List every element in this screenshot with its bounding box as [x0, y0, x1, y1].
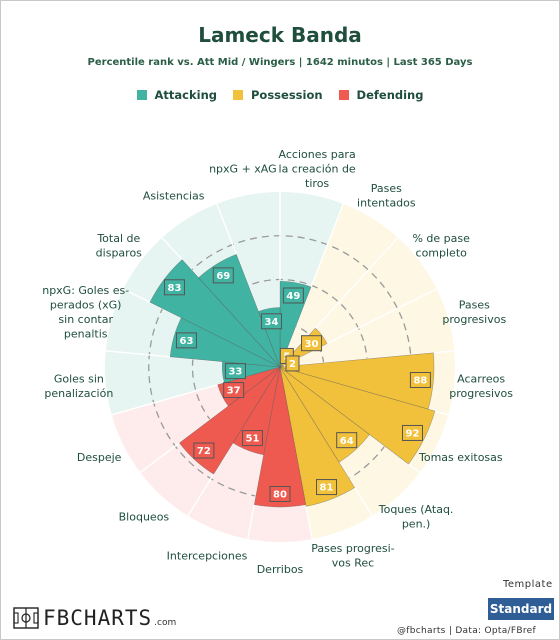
value-label: 88 [413, 376, 427, 387]
category-label: Toques (Ataq. [378, 503, 454, 516]
value-box [193, 442, 215, 459]
value-label: 80 [273, 490, 287, 501]
category-label: Acarreos [457, 372, 505, 385]
legend-label-possession: Possession [251, 88, 323, 102]
footer-credit: @fbcharts | Data: Opta/FBref [397, 626, 536, 636]
chart-title: Lameck Banda [198, 23, 362, 47]
template-standard-button[interactable]: Standard [488, 598, 554, 620]
value-label: 49 [286, 291, 300, 302]
category-label: penalización [44, 387, 113, 400]
value-label: 51 [245, 434, 259, 445]
category-label: Derribos [257, 563, 304, 576]
category-label: Total de [96, 232, 140, 245]
fbcharts-logo[interactable]: FBCHARTS .com [13, 607, 176, 629]
category-label: vos Rec [332, 557, 374, 570]
category-label: Pases [459, 298, 490, 311]
template-label: Template [503, 579, 553, 590]
value-box [336, 432, 358, 449]
background-wedge [280, 289, 455, 367]
category-label: sin contar [58, 313, 113, 326]
pitch-icon [13, 607, 39, 629]
value-box [301, 335, 323, 352]
value-box [269, 486, 291, 502]
category-label: Intercepciones [167, 549, 248, 562]
category-label: intentados [357, 197, 416, 210]
value-box [241, 430, 263, 447]
value-box [285, 355, 300, 372]
value-box [223, 382, 245, 399]
category-label: Asistencias [143, 189, 205, 202]
value-box [316, 479, 338, 496]
logo-text: FBCHARTS [43, 606, 153, 630]
category-label: completo [416, 247, 468, 260]
bar-possession[interactable] [279, 366, 436, 465]
legend-swatch-attacking [136, 90, 147, 100]
legend-swatch-possession [233, 90, 243, 100]
legend-label-attacking: Attacking [154, 88, 217, 102]
value-box [163, 279, 185, 296]
value-label: 37 [227, 386, 241, 397]
category-label: npxG + xAG [209, 162, 277, 175]
category-label: perados (xG) [50, 298, 122, 311]
category-label: Pases progresi- [311, 542, 394, 555]
value-label: 81 [320, 483, 334, 494]
value-label: 83 [167, 283, 181, 294]
value-box [409, 372, 431, 389]
polar-bar-chart: 49530288926481805172373363836934 Accione… [42, 148, 513, 576]
value-box [401, 424, 423, 441]
value-label: 72 [197, 446, 211, 457]
value-label: 34 [264, 317, 278, 328]
legend-item-defending[interactable]: Defending [338, 88, 424, 102]
bars [149, 254, 436, 508]
category-label: disparos [96, 247, 143, 260]
value-label: 69 [216, 271, 230, 282]
category-label: la creación de [279, 162, 356, 175]
value-label: 30 [305, 339, 319, 350]
chart-subtitle: Percentile rank vs. Att Mid / Wingers | … [87, 57, 473, 68]
category-label: pen.) [402, 518, 431, 531]
legend-item-possession[interactable]: Possession [233, 88, 323, 102]
value-label: 2 [289, 359, 296, 370]
legend-label-defending: Defending [356, 88, 424, 102]
category-label: progresivos [442, 313, 506, 326]
category-label: progresivos [449, 387, 513, 400]
value-box [260, 313, 282, 330]
value-labels: 49530288926481805172373363836934 [163, 267, 431, 502]
value-box [224, 363, 246, 380]
legend-item-attacking[interactable]: Attacking [136, 88, 217, 102]
value-label: 92 [406, 429, 420, 440]
value-box [212, 267, 234, 284]
category-label: Bloqueos [119, 510, 170, 523]
category-label: Tomas exitosas [418, 451, 503, 464]
bar-possession[interactable] [279, 366, 356, 507]
value-box [282, 287, 304, 304]
category-label: tiros [305, 177, 329, 190]
legend: Attacking Possession Defending [1, 88, 559, 102]
legend-swatch-defending [338, 90, 349, 100]
value-label: 64 [340, 436, 354, 447]
value-box [175, 332, 197, 349]
category-label: Goles sin [54, 372, 104, 385]
category-label: npxG: Goles es- [42, 284, 129, 297]
category-label: penaltis [64, 327, 108, 340]
value-label: 33 [228, 367, 242, 378]
value-label: 63 [179, 336, 193, 347]
background-wedge [280, 203, 398, 367]
category-label: % de pase [412, 232, 470, 245]
bar-defending[interactable] [253, 366, 307, 508]
category-label: Acciones para [279, 148, 356, 161]
logo-suffix: .com [154, 618, 177, 628]
category-label: Despeje [77, 451, 122, 464]
category-label: Pases [371, 182, 402, 195]
